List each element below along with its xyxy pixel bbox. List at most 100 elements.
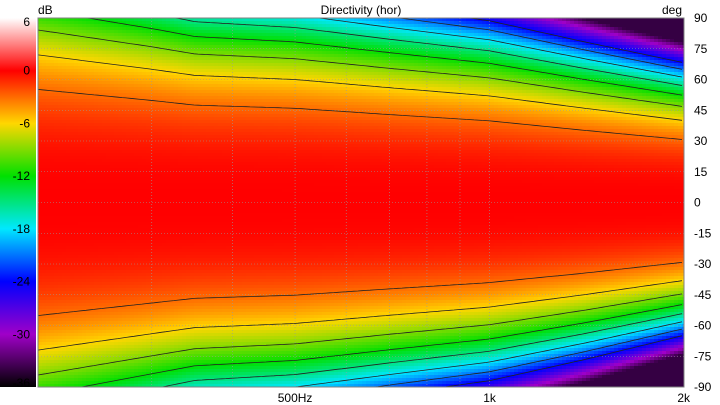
heatmap-cell [46,192,51,196]
heatmap-cell [110,27,115,31]
heatmap-cell [114,159,119,163]
heatmap-cell [78,54,83,58]
heatmap-cell [114,129,119,133]
heatmap-cell [118,228,123,232]
heatmap-cell [110,117,115,121]
heatmap-cell [118,369,123,373]
heatmap-cell [86,282,91,286]
heatmap-cell [46,285,51,289]
heatmap-cell [54,144,59,148]
heatmap-cell [46,324,51,328]
heatmap-cell [86,87,91,91]
heatmap-cell [86,216,91,220]
heatmap-cell [66,69,71,73]
heatmap-cell [106,21,111,25]
heatmap-cell [46,318,51,322]
heatmap-cell [38,327,43,331]
heatmap-cell [94,75,99,79]
heatmap-cell [86,228,91,232]
heatmap-cell [114,27,119,31]
heatmap-cell [62,282,67,286]
heatmap-cell [46,105,51,109]
heatmap-cell [114,105,119,109]
heatmap-cell [78,48,83,52]
heatmap-cell [94,276,99,280]
heatmap-cell [94,201,99,205]
heatmap-cell [54,90,59,94]
heatmap-cell [78,195,83,199]
heatmap-cell [82,279,87,283]
heatmap-cell [114,252,119,256]
heatmap-cell [62,261,67,265]
heatmap-cell [54,348,59,352]
heatmap-cell [70,132,75,136]
heatmap-cell [82,18,87,22]
heatmap-cell [70,90,75,94]
heatmap-cell [114,78,119,82]
heatmap-cell [110,351,115,355]
heatmap-cell [90,27,95,31]
heatmap-cell [86,27,91,31]
heatmap-cell [38,177,43,181]
heatmap-cell [94,306,99,310]
heatmap-cell [54,300,59,304]
heatmap-cell [46,180,51,184]
heatmap-cell [62,210,67,214]
heatmap-cell [42,264,47,268]
heatmap-cell [58,120,63,124]
heatmap-cell [70,324,75,328]
heatmap-cell [114,282,119,286]
heatmap-cell [50,42,55,46]
heatmap-cell [90,99,95,103]
heatmap-cell [110,210,115,214]
heatmap-cell [62,276,67,280]
heatmap-cell [118,213,123,217]
heatmap-cell [98,246,103,250]
heatmap-cell [98,87,103,91]
heatmap-cell [94,198,99,202]
heatmap-cell [110,102,115,106]
heatmap-cell [118,165,123,169]
heatmap-cell [54,273,59,277]
heatmap-cell [118,36,123,40]
heatmap-cell [118,342,123,346]
heatmap-cell [50,384,55,387]
heatmap-cell [58,84,63,88]
heatmap-cell [110,366,115,370]
heatmap-cell [54,48,59,52]
heatmap-cell [70,276,75,280]
heatmap-cell [98,225,103,229]
heatmap-cell [46,252,51,256]
heatmap-cell [50,189,55,193]
heatmap-cell [106,348,111,352]
heatmap-cell [98,36,103,40]
heatmap-cell [102,192,107,196]
heatmap-cell [106,90,111,94]
heatmap-cell [42,132,47,136]
heatmap-cell [74,141,79,145]
heatmap-cell [78,123,83,127]
heatmap-cell [74,153,79,157]
heatmap-cell [102,207,107,211]
heatmap-cell [102,330,107,334]
heatmap-cell [66,357,71,361]
heatmap-cell [90,141,95,145]
heatmap-cell [82,357,87,361]
heatmap-cell [70,345,75,349]
heatmap-cell [78,261,83,265]
heatmap-cell [102,120,107,124]
heatmap-cell [110,66,115,70]
heatmap-cell [78,135,83,139]
heatmap-cell [106,30,111,34]
heatmap-cell [94,309,99,313]
heatmap-cell [50,84,55,88]
heatmap-cell [118,192,123,196]
heatmap-cell [74,150,79,154]
heatmap-cell [110,246,115,250]
heatmap-cell [66,81,71,85]
heatmap-cell [90,381,95,385]
heatmap-cell [38,333,43,337]
heatmap-cell [94,384,99,387]
heatmap-cell [46,129,51,133]
heatmap-cell [98,108,103,112]
